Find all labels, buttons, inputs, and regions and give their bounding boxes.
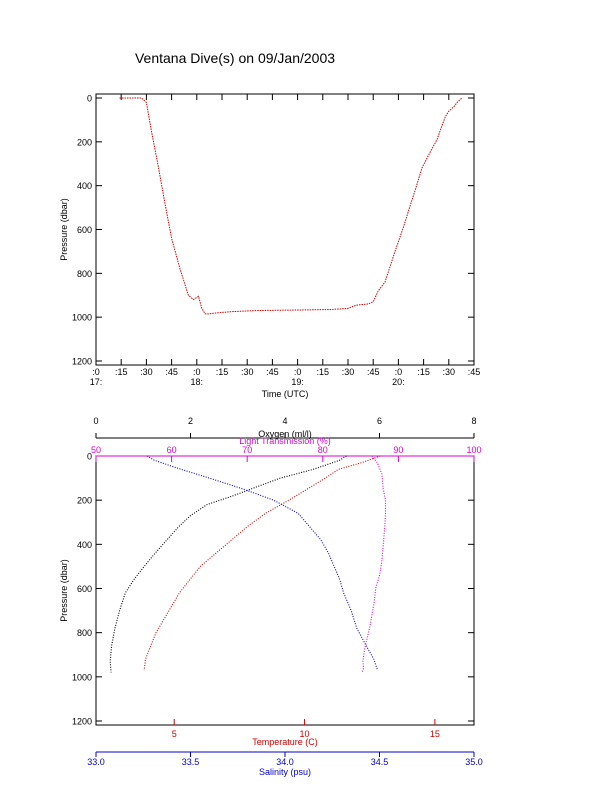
oxygen-tick-label: 2 (188, 416, 193, 426)
light-transmission-tick-label: 100 (466, 445, 481, 455)
top-plot-frame (95, 93, 475, 366)
top-y-tick-label: 1000 (72, 313, 92, 323)
oxygen-axis-label: Oxygen (ml/l) (258, 429, 312, 439)
light-transmission-tick-label: 80 (318, 445, 328, 455)
top-x-hour-label: 19: (291, 377, 304, 387)
light-transmission-tick-label: 90 (393, 445, 403, 455)
salinity-tick-label: 33.5 (182, 757, 200, 767)
light-transmission-profile-series (361, 455, 387, 673)
top-x-hour-label: 17: (90, 377, 103, 387)
top-x-tick-label: :30 (241, 367, 254, 377)
top-x-tick-label: :45 (266, 367, 279, 377)
oxygen-tick-label: 4 (282, 416, 287, 426)
top-x-hour-label: 18: (191, 377, 204, 387)
salinity-tick-label: 33.0 (87, 757, 105, 767)
top-x-tick-label: :0 (193, 367, 201, 377)
page-title: Ventana Dive(s) on 09/Jan/2003 (134, 50, 336, 66)
top-x-tick-label: :45 (367, 367, 380, 377)
top-x-tick-label: :15 (417, 367, 430, 377)
top-x-hour-label: 20: (392, 377, 405, 387)
temperature-tick-label: 10 (300, 729, 310, 739)
bottom-y-axis-label: Pressure (dbar) (59, 559, 69, 622)
oxygen-tick-label: 6 (377, 416, 382, 426)
top-x-tick-label: :45 (165, 367, 178, 377)
bottom-y-tick-label: 600 (77, 584, 92, 594)
top-x-tick-label: :0 (92, 367, 100, 377)
top-x-tick-label: :30 (443, 367, 456, 377)
light-transmission-tick-label: 60 (167, 445, 177, 455)
top-y-axis-label: Pressure (dbar) (59, 198, 69, 261)
top-x-tick-label: :15 (216, 367, 229, 377)
top-y-tick-label: 0 (87, 94, 92, 104)
pressure-time-series (119, 97, 463, 315)
top-x-tick-label: :45 (468, 367, 481, 377)
temperature-axis-label: Temperature (C) (252, 737, 318, 747)
oxygen-profile-series (109, 455, 347, 673)
bottom-plot-frame (95, 455, 475, 726)
light-transmission-axis-label: Light Transmission (%) (239, 436, 331, 446)
top-x-tick-label: :15 (115, 367, 128, 377)
salinity-tick-label: 34.0 (276, 757, 294, 767)
oxygen-tick-label: 8 (471, 416, 476, 426)
temperature-tick-label: 5 (172, 729, 177, 739)
top-x-axis-label: Time (UTC) (262, 389, 309, 399)
light-transmission-tick-label: 70 (242, 445, 252, 455)
temperature-tick-label: 15 (430, 729, 440, 739)
bottom-y-tick-label: 0 (87, 452, 92, 462)
top-y-tick-label: 800 (77, 269, 92, 279)
salinity-profile-series (146, 455, 379, 671)
temperature-profile-series (143, 455, 381, 671)
top-y-tick-label: 400 (77, 181, 92, 191)
oxygen-tick-label: 0 (93, 416, 98, 426)
top-x-tick-label: :15 (317, 367, 330, 377)
light-transmission-tick-label: 50 (91, 445, 101, 455)
top-y-tick-label: 1200 (72, 357, 92, 367)
bottom-y-tick-label: 1200 (72, 717, 92, 727)
bottom-y-tick-label: 1000 (72, 672, 92, 682)
top-x-tick-label: :30 (342, 367, 355, 377)
top-x-tick-label: :0 (294, 367, 302, 377)
bottom-y-tick-label: 800 (77, 628, 92, 638)
top-y-tick-label: 200 (77, 137, 92, 147)
salinity-tick-label: 35.0 (465, 757, 483, 767)
salinity-tick-label: 34.5 (371, 757, 389, 767)
top-x-tick-label: :30 (140, 367, 153, 377)
top-y-tick-label: 600 (77, 225, 92, 235)
top-x-tick-label: :0 (395, 367, 403, 377)
bottom-y-tick-label: 200 (77, 496, 92, 506)
bottom-y-tick-label: 400 (77, 540, 92, 550)
salinity-axis-label: Salinity (psu) (259, 767, 311, 777)
